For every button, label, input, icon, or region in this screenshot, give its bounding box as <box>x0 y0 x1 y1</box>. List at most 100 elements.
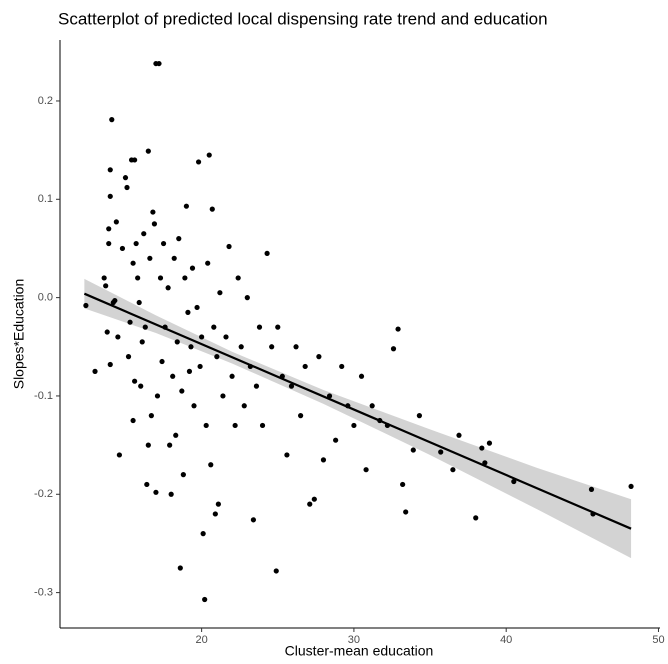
point <box>173 432 179 438</box>
point <box>168 491 174 497</box>
point <box>122 175 129 181</box>
point <box>115 334 121 340</box>
point <box>113 219 119 225</box>
point <box>132 378 138 384</box>
point <box>139 339 145 345</box>
x-tick-label: 20 <box>195 634 207 646</box>
point <box>180 472 186 478</box>
y-tick-label: -0.2 <box>34 488 53 500</box>
point <box>185 309 191 315</box>
x-axis-label: Cluster-mean education <box>285 643 434 659</box>
point <box>438 449 444 455</box>
point <box>311 496 317 502</box>
point <box>298 413 304 419</box>
point <box>125 354 132 360</box>
point <box>333 437 339 443</box>
point <box>167 442 173 448</box>
point <box>450 467 456 473</box>
point <box>157 275 164 281</box>
y-tick-label: -0.3 <box>34 587 53 599</box>
point <box>288 383 295 389</box>
point <box>217 290 223 296</box>
point <box>171 255 177 261</box>
point <box>339 363 345 370</box>
point <box>109 117 115 123</box>
point <box>226 243 232 250</box>
point <box>358 373 365 379</box>
point <box>232 422 238 429</box>
point <box>103 283 109 289</box>
fit-line <box>83 292 632 530</box>
point <box>199 334 205 340</box>
point <box>229 373 235 379</box>
point <box>179 388 185 394</box>
point <box>141 231 147 237</box>
point <box>395 326 401 332</box>
point <box>182 275 188 281</box>
confidence-band <box>84 278 632 559</box>
point <box>269 344 275 350</box>
point <box>208 462 214 468</box>
point <box>264 250 270 256</box>
point <box>170 373 176 379</box>
point <box>189 265 196 271</box>
point <box>186 368 193 374</box>
point <box>244 295 250 301</box>
point <box>215 501 221 507</box>
point <box>416 413 422 419</box>
point <box>133 240 139 247</box>
point <box>235 275 241 281</box>
point <box>209 206 215 212</box>
point <box>104 329 110 335</box>
point <box>106 240 112 247</box>
point <box>151 221 158 227</box>
point <box>142 324 148 330</box>
point <box>154 393 161 399</box>
point <box>390 346 397 352</box>
point <box>107 361 113 368</box>
point <box>156 60 162 67</box>
y-tick-label: 0.0 <box>38 292 53 304</box>
point <box>83 302 89 309</box>
point <box>400 481 406 488</box>
point <box>307 501 313 507</box>
point <box>107 167 113 173</box>
point <box>197 363 203 370</box>
y-tick-label: 0.2 <box>38 95 53 107</box>
point <box>177 565 183 571</box>
point <box>273 568 279 574</box>
point <box>351 422 357 429</box>
point <box>183 203 189 209</box>
point <box>253 383 260 389</box>
point <box>275 324 281 330</box>
point <box>214 354 220 360</box>
point <box>250 517 257 523</box>
point <box>369 403 375 409</box>
point <box>284 452 290 458</box>
point <box>212 511 218 517</box>
point <box>410 447 416 453</box>
point <box>473 515 479 521</box>
point <box>165 285 171 291</box>
point <box>107 193 113 199</box>
point <box>302 363 308 370</box>
point <box>259 422 266 429</box>
point <box>588 486 595 492</box>
point <box>176 236 182 242</box>
point <box>147 255 153 261</box>
point <box>191 403 197 409</box>
point <box>112 297 118 304</box>
point <box>148 413 154 419</box>
point <box>628 483 634 490</box>
point <box>220 393 226 399</box>
point <box>202 596 208 603</box>
point <box>188 344 194 350</box>
y-tick-label: 0.1 <box>38 193 53 205</box>
point <box>130 260 136 266</box>
point <box>320 457 327 463</box>
point <box>194 304 200 311</box>
point <box>456 432 462 438</box>
point <box>203 422 209 429</box>
point <box>101 275 107 281</box>
